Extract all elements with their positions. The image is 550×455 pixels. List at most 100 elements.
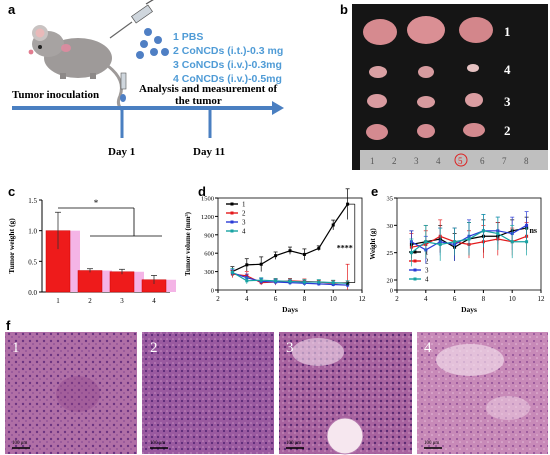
scale-bar-4: 100 μm [424,441,439,446]
point-series-4 [453,240,457,244]
tumor-row-4 [369,64,479,78]
point-series-4 [409,251,413,255]
x-tick-label: 2 [88,297,92,305]
x-tick-label: 8 [303,295,307,303]
x-tick-label: 8 [482,295,486,303]
y-tick-label: 25 [387,250,394,257]
tumor-row-2 [366,123,485,140]
y-axis-label: Weight (g) [369,228,377,260]
day-11-label: Day 11 [193,146,225,158]
legend-entry-3: 3 [425,267,429,275]
series-line-1 [232,203,349,273]
legend-marker-1 [413,250,417,254]
y-tick-label: 600 [204,251,214,258]
plot-frame [396,197,542,291]
legend-entry-1: 1 [242,201,246,209]
x-tick-label: 12 [538,295,546,303]
point-series-4 [424,240,428,244]
significance-marker: ns [529,226,537,235]
legend-marker-4 [413,277,417,281]
x-tick-label: 2 [216,295,220,303]
point-series-4 [259,278,263,282]
ruler-num-4: 4 [436,156,441,166]
point-series-1 [274,254,278,258]
scale-bar-1: 100 μm [12,441,27,446]
mouse-icon [28,25,124,112]
he-stained-tissue-images: 1 2 3 4 100 μm 100 μm 100 μm 100 μm [5,332,548,455]
significance-marker-2: * [346,281,350,290]
y-tick-label: 300 [204,269,214,276]
point-series-4 [467,237,471,241]
x-tick-label: 4 [152,297,156,305]
chart-c-tumor-weight: 0.0 0.5 1.0 1.5 1 2 3 4 * Tumor weight (g) [7,197,176,305]
y-axis-label: Tumor weight (g) [7,218,16,274]
ruler-num-3: 3 [414,156,419,166]
y-tick-label: 1.5 [28,197,37,205]
ruler-num-6: 6 [480,156,485,166]
x-tick-label: 4 [245,295,249,303]
legend-entry-3: 3 [242,219,246,227]
chart-d-tumor-volume: 2 4 6 8 10 120300600900120015001234DaysTumor … [184,188,366,314]
x-tick-label: 6 [453,295,457,303]
tissue-label-3: 3 [286,340,294,356]
point-series-1 [288,249,292,253]
point-series-4 [346,281,350,285]
tissue-image-2 [142,332,274,454]
treatment-2: 2 CoNCDs (i.t.)-0.3 mg [173,45,283,57]
row-label-2: 2 [504,123,511,138]
point-series-4 [438,242,442,246]
panel-a-schematic: 1 PBS 2 CoNCDs (i.t.)-0.3 mg 3 CoNCDs (i… [12,0,284,158]
x-tick-label: 10 [330,295,338,303]
x-tick-label: 10 [509,295,517,303]
point-series-1 [245,263,249,267]
y-tick-label: 35 [387,196,394,203]
syringe-icon [109,0,154,39]
y-tick-label: 0 [390,288,393,295]
panel-label-a: a [8,2,16,17]
point-series-4 [496,232,500,236]
x-axis-label: Days [282,305,298,314]
panel-label-f: f [6,318,11,333]
legend-entry-4: 4 [242,228,246,236]
day-1-label: Day 1 [108,146,135,158]
point-series-1 [317,246,321,250]
nanoparticle-droplets [136,28,169,59]
analysis-label-1: Analysis and measurement of [139,83,278,95]
significance-marker: * [94,198,99,208]
x-tick-label: 6 [274,295,278,303]
ruler [360,150,548,170]
ruler-num-8: 8 [524,156,529,166]
y-tick-label: 1500 [201,196,214,203]
iv-syringe-icon [120,72,127,102]
legend-marker-2 [413,259,417,263]
y-tick-label: 1200 [201,214,214,221]
point-series-4 [481,229,485,233]
scale-bar-3: 100 μm [286,441,301,446]
scale-bar-2: 100 μm [150,441,165,446]
bar-3 [109,271,135,293]
point-series-4 [230,270,234,274]
y-tick-label: 30 [387,223,394,230]
y-tick-label: 1.0 [28,228,37,236]
ruler-num-2: 2 [392,156,397,166]
y-tick-label: 0 [211,288,214,295]
x-tick-label: 3 [120,297,124,305]
analysis-label-2: the tumor [175,95,222,107]
panel-label-c: c [8,184,16,199]
y-tick-label: 0.5 [28,258,37,266]
point-series-4 [525,240,529,244]
significance-marker-1: **** [337,244,353,253]
tumor-inoculation-label: Tumor inoculation [12,89,99,101]
tissue-label-1: 1 [12,340,20,356]
tissue-label-4: 4 [424,340,432,356]
row-label-3: 3 [504,94,511,109]
point-series-4 [274,279,278,283]
x-tick-label: 1 [56,297,60,305]
legend-marker-3 [230,220,234,224]
x-axis-label: Days [461,305,477,314]
ruler-num-1: 1 [370,156,375,166]
point-series-3 [525,223,529,227]
point-series-1 [331,223,335,227]
treatment-1: 1 PBS [173,31,203,43]
